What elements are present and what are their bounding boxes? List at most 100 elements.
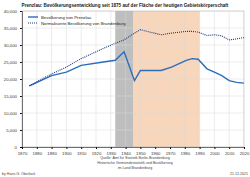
grid-line <box>51 11 52 147</box>
x-tick: 2000 <box>210 147 220 156</box>
y-axis: 0 5,000 10,000 15,000 20,000 25,000 30,000 35,0… <box>4 9 23 150</box>
tick-mark <box>111 147 112 149</box>
tick-label: 15,000 <box>4 94 18 99</box>
tick-mark <box>37 147 38 149</box>
x-tick: 2020 <box>240 147 250 156</box>
tick-mark <box>66 147 67 149</box>
grid-line <box>22 79 244 80</box>
y-tick: 40,000 <box>4 9 22 14</box>
tick-mark <box>81 147 82 149</box>
tick-label: 1980 <box>181 151 191 156</box>
y-tick: 35,000 <box>4 26 22 31</box>
legend-label: Normalisierte Bevölkerung von Brandenbur… <box>41 21 126 26</box>
series-line <box>29 30 244 86</box>
grid-line <box>140 11 141 147</box>
grid-line <box>96 11 97 147</box>
tick-mark <box>140 147 141 149</box>
source-note: Quelle: Amt für Statistik Berlin-Branden… <box>100 156 170 160</box>
legend-label: Bevölkerung von Prenzlau <box>41 15 92 20</box>
grid-line <box>22 45 244 46</box>
tick-label: 30,000 <box>4 43 18 48</box>
tick-label: 10,000 <box>4 111 18 116</box>
grid-line <box>22 113 244 114</box>
axis-line <box>23 148 245 150</box>
tick-label: 0 <box>15 145 18 150</box>
grid-line <box>229 11 230 147</box>
title: Prenzlau: Bevölkerungsentwicklung seit 1… <box>22 3 229 8</box>
source-note: Historische Gemeindestatistik und Bevölk… <box>97 161 172 165</box>
tick-label: 1910 <box>77 151 87 156</box>
date: 21.12.2021 <box>230 172 248 176</box>
x-tick: 1910 <box>77 147 87 156</box>
tick-label: 1900 <box>62 151 72 156</box>
tick-label: 2010 <box>225 151 235 156</box>
tick-label: 1990 <box>195 151 205 156</box>
chart: Prenzlau: Bevölkerungsentwicklung seit 1… <box>0 0 250 177</box>
grid-line <box>155 11 156 147</box>
grid-line <box>22 28 244 29</box>
legend: Bevölkerung von PrenzlauNormalisierte Be… <box>28 15 126 26</box>
grid-line <box>36 11 37 147</box>
grid-line <box>110 11 111 147</box>
tick-mark <box>20 11 22 12</box>
tick-mark <box>214 147 215 149</box>
tick-mark <box>20 45 22 46</box>
tick-label: 1880 <box>33 151 43 156</box>
plot-frame <box>22 11 244 147</box>
tick-label: 2000 <box>210 151 220 156</box>
tick-label: 1890 <box>47 151 57 156</box>
grid-line <box>170 11 171 147</box>
x-tick: 1990 <box>195 147 205 156</box>
tick-mark <box>155 147 156 149</box>
tick-mark <box>20 62 22 63</box>
source-note: im Land Brandenburg <box>118 166 153 170</box>
tick-label: 35,000 <box>4 26 18 31</box>
tick-mark <box>20 113 22 114</box>
x-tick: 1940 <box>121 147 131 156</box>
tick-label: 20,000 <box>4 77 18 82</box>
author: by Hans G. Oberlack <box>2 172 36 176</box>
tick-label: 1870 <box>18 151 28 156</box>
legend-swatch <box>28 22 38 23</box>
tick-mark <box>52 147 53 149</box>
tick-mark <box>20 130 22 131</box>
grid-line <box>214 11 215 147</box>
tick-label: 40,000 <box>4 9 18 14</box>
grid-line <box>22 130 244 131</box>
y-tick: 15,000 <box>4 94 22 99</box>
grid-line <box>22 62 244 63</box>
tick-mark <box>200 147 201 149</box>
x-tick: 1950 <box>136 147 146 156</box>
tick-mark <box>22 147 23 149</box>
y-tick: 30,000 <box>4 43 22 48</box>
grid <box>22 11 244 147</box>
legend-swatch <box>28 16 38 17</box>
plot-area <box>22 11 244 147</box>
grid-line <box>22 96 244 97</box>
tick-mark <box>170 147 171 149</box>
x-tick: 1960 <box>151 147 161 156</box>
y-tick: 25,000 <box>4 60 22 65</box>
x-tick: 1870 <box>18 147 28 156</box>
tick-mark <box>126 147 127 149</box>
tick-mark <box>244 147 245 149</box>
x-tick: 1880 <box>33 147 43 156</box>
x-tick: 1970 <box>166 147 176 156</box>
y-tick: 20,000 <box>4 77 22 82</box>
x-tick: 2010 <box>225 147 235 156</box>
tick-mark <box>96 147 97 149</box>
y-tick: 5,000 <box>6 128 22 133</box>
tick-label: 5,000 <box>6 128 17 133</box>
x-tick: 1890 <box>47 147 57 156</box>
tick-label: 2020 <box>240 151 250 156</box>
tick-label: 25,000 <box>4 60 18 65</box>
x-tick: 1900 <box>62 147 72 156</box>
tick-mark <box>185 147 186 149</box>
tick-mark <box>20 96 22 97</box>
x-tick: 1930 <box>107 147 117 156</box>
tick-mark <box>20 147 22 148</box>
x-tick: 1920 <box>92 147 102 156</box>
grid-line <box>199 11 200 147</box>
tick-mark <box>20 79 22 80</box>
y-tick: 0 <box>15 145 22 150</box>
